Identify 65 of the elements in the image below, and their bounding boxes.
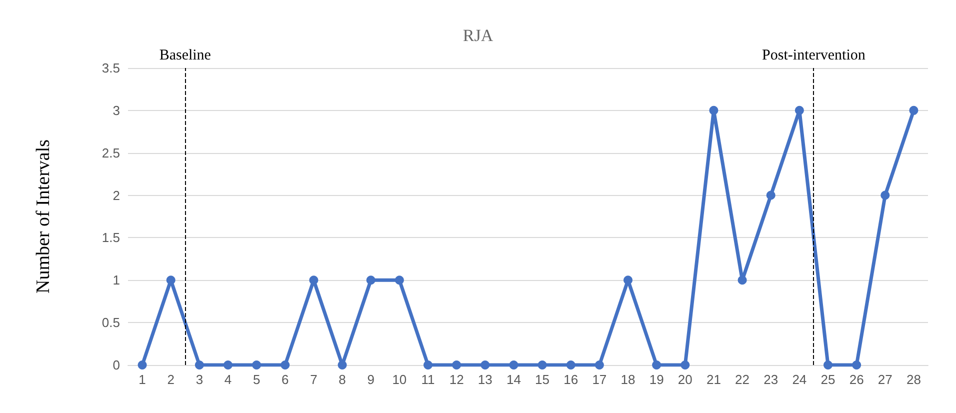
point bbox=[794, 106, 804, 115]
x-tick-label: 17 bbox=[592, 372, 607, 387]
x-tick-label: 20 bbox=[678, 372, 692, 387]
point bbox=[366, 276, 376, 285]
point bbox=[824, 360, 832, 370]
x-tick-label: 7 bbox=[310, 372, 318, 387]
y-tick-label: 2 bbox=[112, 188, 120, 203]
y-axis-title: Number of Intervals bbox=[33, 139, 54, 294]
point bbox=[566, 360, 576, 370]
point bbox=[594, 360, 604, 370]
point bbox=[224, 360, 232, 370]
y-tick-label: 2.5 bbox=[102, 145, 120, 160]
y-tick-label: 1 bbox=[112, 272, 120, 288]
point bbox=[880, 190, 890, 200]
point bbox=[680, 360, 690, 370]
point bbox=[652, 360, 662, 370]
x-tick-label: 28 bbox=[906, 372, 921, 387]
ref-line-label: Post-intervention bbox=[762, 48, 866, 64]
x-tick-label: 3 bbox=[196, 372, 204, 387]
y-tick-label: 3.5 bbox=[102, 60, 120, 76]
chart-title: RJA bbox=[462, 26, 494, 45]
y-tick-label: 3 bbox=[112, 102, 120, 118]
point bbox=[852, 360, 862, 370]
x-tick-label: 11 bbox=[421, 372, 435, 387]
x-tick-label: 8 bbox=[338, 372, 346, 387]
point bbox=[909, 106, 918, 115]
x-tick-label: 2 bbox=[167, 372, 174, 387]
x-tick-label: 6 bbox=[282, 372, 289, 387]
x-tick-label: 23 bbox=[764, 372, 778, 387]
point bbox=[252, 360, 262, 370]
x-tick-label: 22 bbox=[735, 372, 750, 387]
x-tick-label: 26 bbox=[849, 372, 864, 387]
x-tick-label: 21 bbox=[706, 372, 721, 387]
x-tick-label: 16 bbox=[564, 372, 578, 387]
point bbox=[424, 360, 432, 370]
point bbox=[480, 360, 490, 370]
point bbox=[194, 360, 204, 370]
point bbox=[509, 360, 518, 370]
x-tick-label: 19 bbox=[649, 372, 664, 387]
point bbox=[394, 276, 404, 285]
y-tick-label: 0.5 bbox=[102, 315, 120, 330]
point bbox=[538, 360, 547, 370]
x-tick-label: 1 bbox=[138, 372, 146, 387]
x-tick-label: 12 bbox=[449, 372, 464, 387]
x-tick-label: 18 bbox=[620, 372, 636, 387]
point bbox=[338, 360, 347, 370]
x-tick-label: 27 bbox=[878, 372, 892, 387]
x-tick-label: 4 bbox=[224, 372, 232, 387]
x-tick-label: 5 bbox=[252, 372, 260, 387]
ref-line-label: Baseline bbox=[159, 48, 212, 64]
point bbox=[709, 106, 718, 115]
x-tick-label: 15 bbox=[535, 372, 550, 387]
x-tick-label: 14 bbox=[506, 372, 521, 387]
x-tick-label: 25 bbox=[820, 372, 836, 387]
y-tick-label: 1.5 bbox=[102, 230, 120, 246]
point bbox=[452, 360, 462, 370]
x-tick-label: 13 bbox=[478, 372, 492, 387]
point bbox=[766, 190, 776, 200]
point bbox=[738, 276, 747, 285]
x-tick-label: 24 bbox=[792, 372, 807, 387]
point bbox=[280, 360, 290, 370]
x-tick-label: 10 bbox=[392, 372, 407, 387]
x-tick-label: 9 bbox=[367, 372, 374, 387]
y-tick-label: 0 bbox=[112, 358, 120, 372]
point bbox=[138, 360, 147, 370]
